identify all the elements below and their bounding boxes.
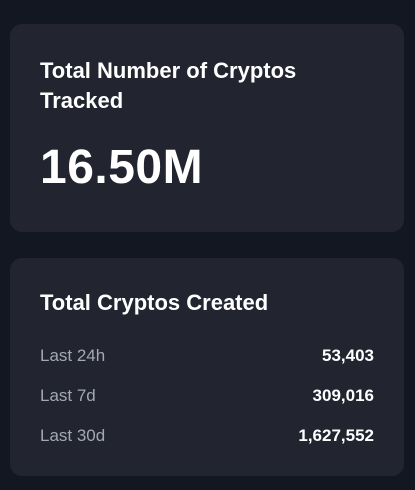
- total-tracked-title: Total Number of Cryptos Tracked: [40, 58, 297, 113]
- stat-label-30d: Last 30d: [40, 426, 106, 445]
- stat-value-30d: 1,627,552: [298, 426, 374, 445]
- stat-value-24h: 53,403: [322, 346, 374, 365]
- total-created-title: Total Cryptos Created: [40, 290, 269, 315]
- total-tracked-card: Total Number of Cryptos Tracked 16.50M: [10, 24, 404, 232]
- stat-value-7d: 309,016: [312, 386, 374, 405]
- stat-row-7d: Last 7d 309,016: [40, 376, 374, 416]
- created-stats-list: Last 24h 53,403 Last 7d 309,016 Last 30d…: [40, 336, 374, 456]
- stat-label-24h: Last 24h: [40, 346, 106, 365]
- stat-label-7d: Last 7d: [40, 386, 96, 405]
- stat-row-24h: Last 24h 53,403: [40, 336, 374, 376]
- total-created-card: Total Cryptos Created Last 24h 53,403 La…: [10, 258, 404, 476]
- stat-row-30d: Last 30d 1,627,552: [40, 416, 374, 456]
- total-tracked-value: 16.50M: [40, 141, 204, 194]
